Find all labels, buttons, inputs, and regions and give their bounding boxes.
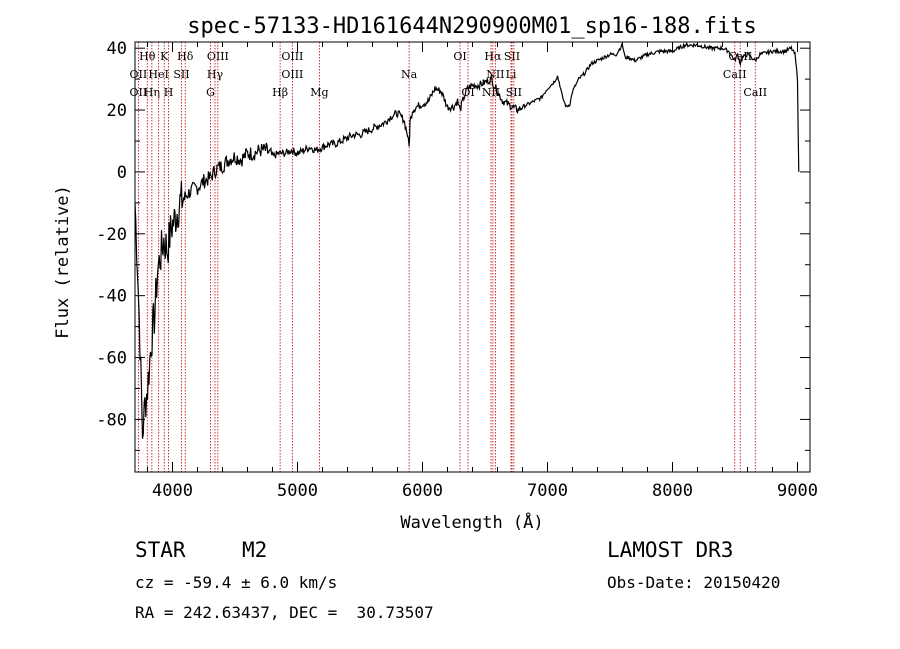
x-tick-label: 5000: [277, 481, 318, 501]
spectral-line-label: Hβ: [272, 86, 288, 99]
spectral-line-label: NII: [486, 68, 504, 81]
spectral-line-label: OI: [453, 50, 466, 63]
spectral-line-label: Hα: [484, 50, 502, 63]
spectral-line-label: OIII: [281, 68, 303, 81]
spectral-line-label: H: [164, 86, 174, 99]
spectral-line-label: OIII: [281, 50, 303, 63]
x-axis-label: Wavelength (Å): [400, 511, 543, 533]
spectral-line-label: K: [160, 50, 169, 63]
redshift-cz: cz = -59.4 ± 6.0 km/s: [135, 573, 338, 592]
spectral-line-label: CaII: [723, 68, 747, 81]
x-tick-label: 4000: [152, 481, 193, 501]
y-tick-label: 40: [107, 39, 127, 59]
spectral-line-label: Na: [401, 68, 418, 81]
spectral-line-label: HeI: [148, 68, 168, 81]
spectral-line-label: G: [206, 86, 215, 99]
x-tick-label: 9000: [777, 481, 818, 501]
spectral-line-label: CaII: [743, 86, 767, 99]
y-axis-label: Flux (relative): [53, 185, 73, 339]
y-tick-label: -60: [96, 349, 127, 369]
spectral-line-label: Mg: [310, 86, 328, 99]
axis-ticks: 4000 5000 6000 7000 8000 9000 -80 -60 -40 -20 0 20 4…: [96, 39, 818, 501]
object-subclass: M2: [242, 538, 268, 562]
spectral-line-label: SII: [506, 86, 522, 99]
spectral-line-label: Hη: [144, 86, 160, 99]
x-tick-label: 7000: [527, 481, 568, 501]
spectral-line-label: CaII: [728, 50, 752, 63]
x-tick-label: 6000: [402, 481, 443, 501]
spectral-line-label: Hδ: [177, 50, 194, 63]
y-tick-label: 20: [107, 101, 127, 121]
y-tick-label: -80: [96, 410, 127, 430]
spectral-line-label: SII: [173, 68, 189, 81]
x-tick-label: 8000: [652, 481, 693, 501]
observation-date: Obs-Date: 20150420: [607, 573, 781, 592]
spectral-line-label: OIII: [207, 50, 229, 63]
spectral-line-label: NII: [482, 86, 500, 99]
survey-name: LAMOST DR3: [607, 538, 734, 562]
spectral-line-label: Hγ: [207, 68, 224, 81]
spectral-line-label: Li: [506, 68, 517, 81]
spectral-line-label: SII: [504, 50, 520, 63]
object-class: STAR: [135, 538, 186, 562]
spectral-line-label: OII: [130, 86, 148, 99]
y-tick-label: 0: [117, 163, 127, 183]
chart-title: spec-57133-HD161644N290900M01_sp16-188.f…: [187, 14, 757, 39]
plot-frame: [134, 41, 811, 473]
coordinates: RA = 242.63437, DEC = 30.73507: [135, 603, 434, 622]
spectrum-series-line: [134, 42, 800, 439]
spectral-line-label: OII: [130, 68, 148, 81]
y-tick-label: -40: [96, 287, 127, 307]
spectral-line-label: Hθ: [139, 50, 156, 63]
y-tick-label: -20: [96, 225, 127, 245]
